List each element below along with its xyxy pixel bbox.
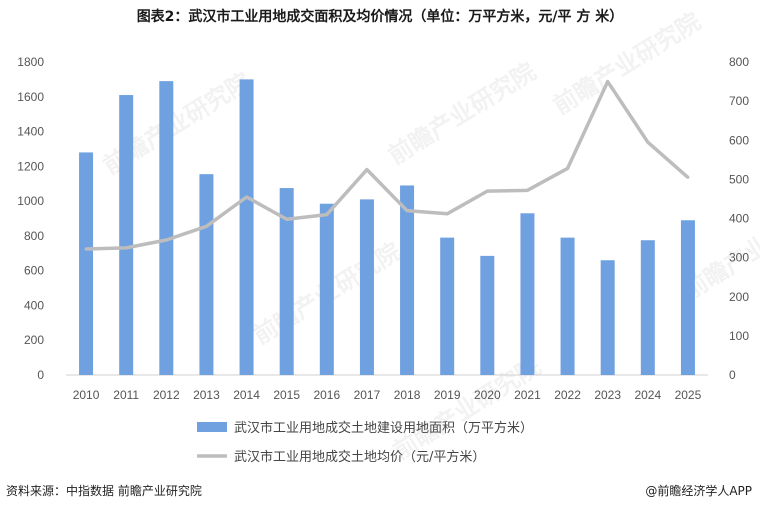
bar-2017 <box>359 199 374 375</box>
left-tick-label: 1200 <box>17 159 44 173</box>
bar-2024 <box>640 240 655 375</box>
right-tick-label: 400 <box>729 212 749 226</box>
right-tick-label: 0 <box>729 368 736 382</box>
left-tick-label: 600 <box>24 264 44 278</box>
right-axis: 0 100 200 300 400 500 600 700 800 <box>729 55 749 382</box>
x-tick-label: 2011 <box>113 388 139 402</box>
right-tick-label: 300 <box>729 251 749 265</box>
x-tick-label: 2020 <box>474 388 501 402</box>
source-note: 资料来源：中指数据 前瞻产业研究院 <box>6 484 202 498</box>
bar-2013 <box>199 174 214 375</box>
bar-series <box>79 79 695 376</box>
credit-note: @前瞻经济学人APP <box>645 484 752 498</box>
bar-2023 <box>600 260 615 375</box>
price-point-2025 <box>686 175 690 179</box>
bar-2020 <box>480 255 495 375</box>
x-tick-label: 2018 <box>394 388 421 402</box>
price-point-2012 <box>164 238 168 242</box>
x-tick-label: 2010 <box>73 388 100 402</box>
legend-bar-swatch <box>197 422 227 432</box>
bar-2015 <box>279 188 294 375</box>
left-tick-label: 200 <box>24 333 44 347</box>
bar-2019 <box>440 237 455 375</box>
x-tick-label: 2022 <box>554 388 581 402</box>
legend-bar-label: 武汉市工业用地成交土地建设用地面积（万平方米） <box>234 420 533 436</box>
price-point-2022 <box>566 166 570 170</box>
bar-2011 <box>119 95 134 376</box>
x-tick-label: 2016 <box>313 388 340 402</box>
legend-line-label: 武汉市工业用地成交土地均价（元/平方米） <box>234 449 485 465</box>
right-tick-label: 800 <box>729 55 749 69</box>
chart-title: 图表2：武汉市工业用地成交面积及均价情况（单位：万平方米，元/平 方 米） <box>136 9 624 25</box>
watermark-text: 前瞻产业研究院 <box>548 7 705 120</box>
price-point-2023 <box>606 80 610 84</box>
price-point-2011 <box>124 246 128 250</box>
left-tick-label: 1600 <box>17 90 44 104</box>
price-point-2019 <box>445 212 449 216</box>
x-tick-label: 2025 <box>675 388 702 402</box>
x-tick-label: 2013 <box>193 388 220 402</box>
right-tick-label: 100 <box>729 329 749 343</box>
x-tick-label: 2019 <box>434 388 461 402</box>
x-axis: 2010 2011 2012 2013 2014 2015 2016 2017 2018 2019… <box>73 388 702 402</box>
price-point-2010 <box>84 247 88 251</box>
x-tick-label: 2021 <box>514 388 541 402</box>
bar-2010 <box>79 152 94 375</box>
left-tick-label: 800 <box>24 229 44 243</box>
bar-2025 <box>680 220 695 375</box>
left-tick-label: 400 <box>24 298 44 312</box>
price-point-2016 <box>325 213 329 217</box>
legend: 武汉市工业用地成交土地建设用地面积（万平方米） 武汉市工业用地成交土地均价（元/… <box>197 420 533 465</box>
price-point-2024 <box>646 140 650 144</box>
line-series <box>84 79 690 251</box>
price-point-2014 <box>245 195 249 199</box>
x-tick-label: 2024 <box>634 388 661 402</box>
bar-2022 <box>560 237 575 375</box>
right-tick-label: 700 <box>729 94 749 108</box>
left-tick-label: 1000 <box>17 194 44 208</box>
bar-2012 <box>159 81 174 375</box>
price-point-2015 <box>285 217 289 221</box>
right-tick-label: 500 <box>729 172 749 186</box>
watermark-text: 前瞻产业研究院 <box>383 57 540 170</box>
price-line <box>86 79 690 251</box>
right-tick-label: 200 <box>729 290 749 304</box>
price-point-2018 <box>405 209 409 213</box>
x-tick-label: 2014 <box>233 388 260 402</box>
bar-2016 <box>319 203 334 375</box>
price-point-2020 <box>485 189 489 193</box>
left-axis: 0 200 400 600 800 1000 1200 1400 1600 1800 <box>17 55 44 382</box>
bar-2021 <box>520 213 535 375</box>
left-tick-label: 0 <box>37 368 44 382</box>
right-tick-label: 600 <box>729 133 749 147</box>
x-tick-label: 2012 <box>153 388 180 402</box>
price-point-2013 <box>204 224 208 228</box>
bar-2014 <box>239 79 254 375</box>
x-tick-label: 2023 <box>594 388 621 402</box>
left-tick-label: 1400 <box>17 125 44 139</box>
left-tick-label: 1800 <box>17 55 44 69</box>
price-point-2017 <box>365 168 369 172</box>
x-tick-label: 2015 <box>273 388 300 402</box>
x-tick-label: 2017 <box>354 388 381 402</box>
price-point-2021 <box>525 188 529 192</box>
bar-2018 <box>400 185 415 375</box>
